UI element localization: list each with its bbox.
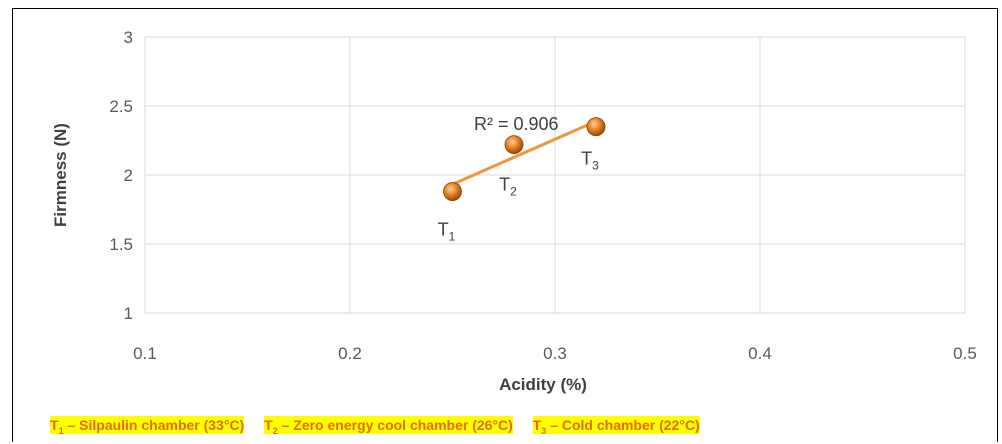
x-tick-label: 0.2	[338, 344, 362, 363]
x-tick-label: 0.4	[748, 344, 772, 363]
y-tick-label: 3	[124, 28, 133, 47]
r-squared-label: R² = 0.906	[474, 114, 559, 134]
legend-item-t2: T2 – Zero energy cool chamber (26°C)	[264, 416, 513, 436]
legend-item-t3: T3 – Cold chamber (22°C)	[532, 416, 700, 436]
x-axis-title: Acidity (%)	[499, 375, 587, 394]
x-tick-label: 0.1	[133, 344, 157, 363]
y-tick-label: 1	[124, 304, 133, 323]
tick-labels: 1 1.5 2 2.5 3 0.1 0.2 0.3 0.4 0.5	[109, 28, 976, 363]
data-points: T1 T2 T3	[438, 117, 606, 244]
trendline-segment	[451, 119, 597, 186]
x-tick-label: 0.5	[953, 344, 977, 363]
legend-item-t1: T1 – Silpaulin chamber (33°C)	[50, 416, 245, 436]
trendline	[451, 119, 597, 186]
gridlines	[144, 36, 966, 314]
point-label: T3	[581, 149, 599, 173]
data-point	[504, 135, 524, 155]
y-tick-label: 2.5	[109, 97, 133, 116]
y-tick-label: 1.5	[109, 235, 133, 254]
chart-frame	[12, 8, 998, 442]
point-label: T1	[438, 220, 456, 244]
data-point	[586, 117, 606, 137]
data-point	[443, 182, 462, 201]
x-tick-label: 0.3	[543, 344, 567, 363]
y-tick-label: 2	[124, 166, 133, 185]
point-label: T2	[499, 175, 517, 199]
treatment-legend: T1 – Silpaulin chamber (33°C) T2 – Zero …	[50, 416, 700, 441]
y-axis-title: Firmness (N)	[51, 123, 70, 227]
